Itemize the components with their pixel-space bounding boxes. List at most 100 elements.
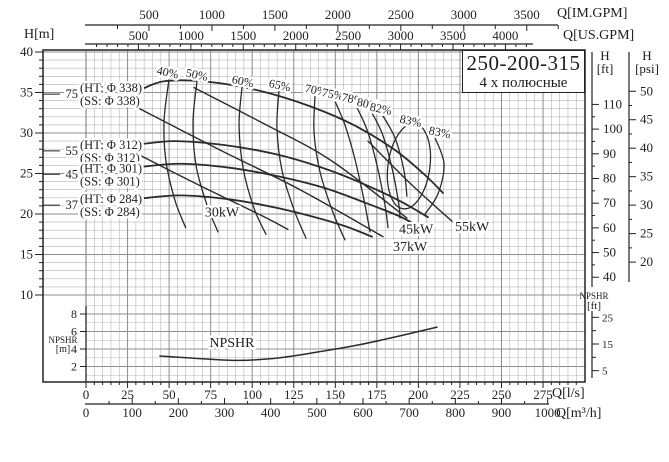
svg-text:110: 110 <box>603 96 622 111</box>
svg-text:250: 250 <box>492 387 512 402</box>
npshr-m-axis-header: NPSHR [m] <box>48 335 78 355</box>
npshr-curve <box>159 326 438 362</box>
svg-text:150: 150 <box>326 387 346 402</box>
svg-text:1000: 1000 <box>535 405 561 420</box>
svg-text:(HT: Φ 284): (HT: Φ 284) <box>80 192 142 206</box>
svg-text:37: 37 <box>66 198 79 212</box>
svg-text:3000: 3000 <box>451 7 477 22</box>
q-lps-axis-label: Q[l/s] <box>552 386 585 401</box>
head-curves <box>139 79 444 238</box>
svg-text:30kW: 30kW <box>205 205 240 220</box>
svg-text:40: 40 <box>640 140 653 155</box>
svg-text:30: 30 <box>20 125 33 140</box>
svg-text:2: 2 <box>71 360 77 374</box>
svg-text:5: 5 <box>602 366 608 378</box>
svg-text:275: 275 <box>533 387 553 402</box>
svg-text:100: 100 <box>122 405 142 420</box>
svg-text:(HT: Φ 312): (HT: Φ 312) <box>80 138 142 152</box>
q-us-gpm-axis-label: Q[US.GPM] <box>563 28 635 43</box>
npshr-ft-axis-header: NPSHR [ft] <box>579 291 609 312</box>
q-im-gpm-axis-label: Q[IM.GPM] <box>557 6 628 21</box>
svg-text:(HT: Φ 338): (HT: Φ 338) <box>80 81 142 95</box>
pump-poles: 4 х полюсные <box>479 75 568 91</box>
svg-text:70: 70 <box>603 195 616 210</box>
svg-text:8: 8 <box>71 307 77 321</box>
svg-text:200: 200 <box>169 405 189 420</box>
svg-text:4000: 4000 <box>492 28 518 43</box>
svg-text:50: 50 <box>640 83 653 98</box>
svg-text:75: 75 <box>204 387 217 402</box>
svg-text:(HT: Φ 301): (HT: Φ 301) <box>80 161 142 175</box>
svg-text:20: 20 <box>20 206 33 221</box>
q-m3h-axis-label: Q[m³/h] <box>556 406 602 421</box>
svg-text:800: 800 <box>446 405 466 420</box>
svg-text:6: 6 <box>71 325 77 339</box>
svg-text:175: 175 <box>367 387 387 402</box>
svg-text:2500: 2500 <box>388 7 414 22</box>
svg-text:500: 500 <box>307 405 327 420</box>
svg-text:40: 40 <box>20 44 33 59</box>
svg-text:35: 35 <box>640 169 653 184</box>
svg-text:1000: 1000 <box>199 7 225 22</box>
svg-text:83%: 83% <box>399 112 423 130</box>
svg-text:3000: 3000 <box>388 28 414 43</box>
svg-text:82%: 82% <box>369 100 393 118</box>
svg-text:(SS: Φ 301): (SS: Φ 301) <box>80 174 140 188</box>
svg-text:NPSHR: NPSHR <box>209 336 255 351</box>
pump-model-title-box: 250-200-315 4 х полюсные <box>462 50 585 93</box>
svg-text:(SS: Φ 338): (SS: Φ 338) <box>80 94 140 108</box>
svg-text:100: 100 <box>242 387 262 402</box>
svg-text:3500: 3500 <box>440 28 466 43</box>
h-psi-axis-header: H [psi] <box>635 48 659 76</box>
pump-model: 250-200-315 <box>466 51 581 75</box>
svg-text:2500: 2500 <box>335 28 361 43</box>
h-ft-axis-header: H [ft] <box>596 48 614 76</box>
svg-text:3500: 3500 <box>514 7 540 22</box>
svg-text:90: 90 <box>603 146 616 161</box>
svg-text:40%: 40% <box>156 63 180 81</box>
power-limit-lines <box>135 86 453 238</box>
svg-text:125: 125 <box>284 387 304 402</box>
svg-text:(SS: Φ 312): (SS: Φ 312) <box>80 151 140 165</box>
svg-text:400: 400 <box>261 405 281 420</box>
svg-text:60%: 60% <box>231 72 255 90</box>
svg-text:50: 50 <box>603 245 616 260</box>
svg-text:37kW: 37kW <box>393 240 428 255</box>
svg-text:45: 45 <box>66 167 79 181</box>
svg-text:10: 10 <box>20 287 33 302</box>
svg-text:500: 500 <box>129 28 149 43</box>
svg-text:65%: 65% <box>268 76 292 94</box>
curve-labels: 40% 50% 60% 65% 70%75%78%80%82%83%83%30kW37k… <box>43 61 492 353</box>
svg-text:1500: 1500 <box>262 7 288 22</box>
svg-text:25: 25 <box>602 312 614 324</box>
h-m-axis-label: H[m] <box>24 27 55 42</box>
svg-text:15: 15 <box>602 339 614 351</box>
svg-text:25: 25 <box>20 166 33 181</box>
svg-text:2000: 2000 <box>325 7 351 22</box>
svg-text:500: 500 <box>139 7 159 22</box>
svg-text:900: 900 <box>492 405 512 420</box>
svg-text:60: 60 <box>603 220 616 235</box>
svg-text:700: 700 <box>399 405 419 420</box>
svg-text:35: 35 <box>20 85 33 100</box>
svg-text:40: 40 <box>603 269 616 284</box>
svg-text:20: 20 <box>640 254 653 269</box>
svg-text:225: 225 <box>450 387 470 402</box>
svg-text:0: 0 <box>83 387 90 402</box>
svg-text:80: 80 <box>603 170 616 185</box>
svg-text:45: 45 <box>640 112 653 127</box>
svg-text:100: 100 <box>603 121 623 136</box>
svg-text:15: 15 <box>20 247 33 262</box>
svg-text:55kW: 55kW <box>455 220 490 235</box>
svg-text:25: 25 <box>640 226 653 241</box>
svg-text:1000: 1000 <box>178 28 204 43</box>
svg-text:75: 75 <box>66 87 79 101</box>
svg-text:55: 55 <box>66 144 79 158</box>
svg-text:1500: 1500 <box>230 28 256 43</box>
svg-text:2000: 2000 <box>283 28 309 43</box>
svg-text:200: 200 <box>409 387 429 402</box>
svg-text:45kW: 45kW <box>399 222 434 237</box>
